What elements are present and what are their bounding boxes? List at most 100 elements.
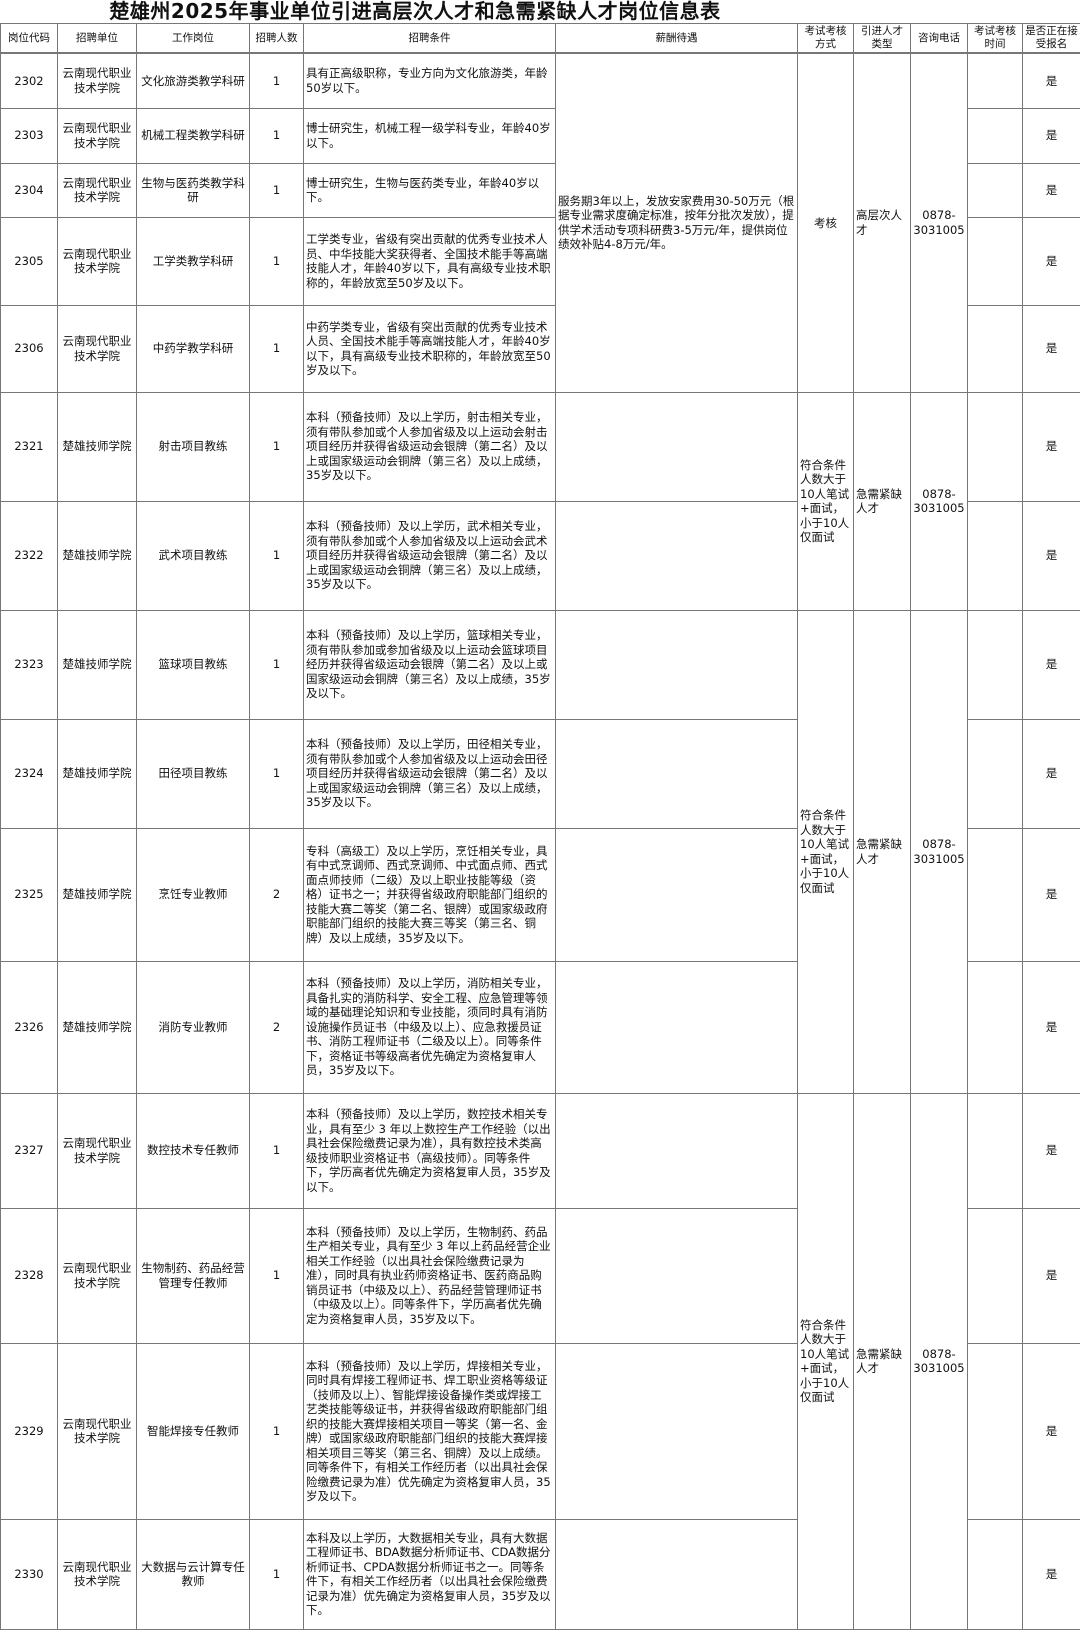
job-post: 中药学教学科研 [137, 305, 250, 392]
exam-method: 符合条件人数大于10人笔试+面试，小于10人仅面试 [798, 392, 854, 610]
salary-benefits [556, 1343, 798, 1519]
position-code: 2303 [1, 108, 58, 163]
requirements: 本科（预备技师）及以上学历，生物制药、药品生产相关专业，具有至少 3 年以上药品… [304, 1208, 556, 1343]
requirements: 专科（高级工）及以上学历，烹饪相关专业，具有中式烹调师、西式烹调师、中式面点师、… [304, 828, 556, 961]
header-talent-type: 引进人才类型 [854, 24, 911, 54]
exam-time [968, 305, 1023, 392]
position-code: 2324 [1, 719, 58, 828]
accepting-status: 是 [1023, 305, 1080, 392]
header-unit: 招聘单位 [58, 24, 137, 54]
recruit-count: 1 [250, 719, 304, 828]
salary-benefits [556, 1093, 798, 1208]
position-code: 2329 [1, 1343, 58, 1519]
exam-time [968, 1208, 1023, 1343]
positions-table: 岗位代码招聘单位工作岗位招聘人数招聘条件薪酬待遇考试考核方式引进人才类型咨询电话… [0, 23, 1080, 1630]
position-code: 2322 [1, 501, 58, 610]
recruiting-unit: 楚雄技师学院 [58, 501, 137, 610]
recruit-count: 1 [250, 1519, 304, 1629]
accepting-status: 是 [1023, 719, 1080, 828]
job-post: 数控技术专任教师 [137, 1093, 250, 1208]
job-post: 射击项目教练 [137, 392, 250, 501]
position-code: 2328 [1, 1208, 58, 1343]
job-post: 消防专业教师 [137, 961, 250, 1093]
salary-benefits [556, 828, 798, 961]
consult-phone: 0878-3031005 [911, 1093, 968, 1629]
recruit-count: 1 [250, 217, 304, 305]
exam-time [968, 610, 1023, 719]
exam-time [968, 501, 1023, 610]
exam-time [968, 828, 1023, 961]
recruit-count: 2 [250, 961, 304, 1093]
requirements: 本科（预备技师）及以上学历，田径相关专业，须有带队参加或个人参加省级及以上运动会… [304, 719, 556, 828]
accepting-status: 是 [1023, 53, 1080, 108]
position-code: 2330 [1, 1519, 58, 1629]
recruiting-unit: 云南现代职业技术学院 [58, 1343, 137, 1519]
requirements: 本科及以上学历，大数据相关专业，具有大数据工程师证书、BDA数据分析师证书、CD… [304, 1519, 556, 1629]
accepting-status: 是 [1023, 1519, 1080, 1629]
position-code: 2305 [1, 217, 58, 305]
salary-benefits [556, 392, 798, 501]
job-post: 烹饪专业教师 [137, 828, 250, 961]
recruiting-unit: 云南现代职业技术学院 [58, 305, 137, 392]
salary-benefits [556, 610, 798, 719]
salary-benefits [556, 719, 798, 828]
recruit-count: 2 [250, 828, 304, 961]
exam-time [968, 1093, 1023, 1208]
requirements: 具有正高级职称，专业方向为文化旅游类，年龄50岁以下。 [304, 53, 556, 108]
recruiting-unit: 楚雄技师学院 [58, 961, 137, 1093]
requirements: 中药学类专业，省级有突出贡献的优秀专业技术人员、全国技术能手等高端技能人才，年龄… [304, 305, 556, 392]
header-exam-time: 考试考核时间 [968, 24, 1023, 54]
talent-type: 高层次人才 [854, 53, 911, 392]
job-post: 机械工程类教学科研 [137, 108, 250, 163]
position-code: 2327 [1, 1093, 58, 1208]
accepting-status: 是 [1023, 163, 1080, 217]
requirements: 本科（预备技师）及以上学历，消防相关专业，具备扎实的消防科学、安全工程、应急管理… [304, 961, 556, 1093]
salary-benefits: 服务期3年以上，发放安家费用30-50万元（根据专业需求度确定标准，按年分批次发… [556, 53, 798, 392]
requirements: 本科（预备技师）及以上学历，射击相关专业，须有带队参加或个人参加省级及以上运动会… [304, 392, 556, 501]
accepting-status: 是 [1023, 108, 1080, 163]
recruiting-unit: 楚雄技师学院 [58, 719, 137, 828]
header-exam-method: 考试考核方式 [798, 24, 854, 54]
consult-phone: 0878-3031005 [911, 53, 968, 392]
job-post: 工学类教学科研 [137, 217, 250, 305]
recruit-count: 1 [250, 392, 304, 501]
salary-benefits [556, 501, 798, 610]
exam-time [968, 217, 1023, 305]
header-post: 工作岗位 [137, 24, 250, 54]
consult-phone: 0878-3031005 [911, 392, 968, 610]
position-code: 2325 [1, 828, 58, 961]
recruit-count: 1 [250, 1343, 304, 1519]
accepting-status: 是 [1023, 217, 1080, 305]
accepting-status: 是 [1023, 828, 1080, 961]
job-post: 生物制药、药品经营管理专任教师 [137, 1208, 250, 1343]
exam-time [968, 1519, 1023, 1629]
recruit-count: 1 [250, 53, 304, 108]
job-post: 篮球项目教练 [137, 610, 250, 719]
exam-time [968, 961, 1023, 1093]
recruiting-unit: 云南现代职业技术学院 [58, 163, 137, 217]
header-conditions: 招聘条件 [304, 24, 556, 54]
exam-method: 符合条件人数大于10人笔试+面试，小于10人仅面试 [798, 1093, 854, 1629]
salary-benefits [556, 1519, 798, 1629]
recruiting-unit: 楚雄技师学院 [58, 392, 137, 501]
recruit-count: 1 [250, 108, 304, 163]
header-accepting: 是否正在接受报名 [1023, 24, 1080, 54]
recruiting-unit: 楚雄技师学院 [58, 828, 137, 961]
accepting-status: 是 [1023, 392, 1080, 501]
job-post: 文化旅游类教学科研 [137, 53, 250, 108]
accepting-status: 是 [1023, 610, 1080, 719]
job-post: 生物与医药类教学科研 [137, 163, 250, 217]
recruiting-unit: 云南现代职业技术学院 [58, 1208, 137, 1343]
header-code: 岗位代码 [1, 24, 58, 54]
header-count: 招聘人数 [250, 24, 304, 54]
recruiting-unit: 楚雄技师学院 [58, 610, 137, 719]
job-post: 智能焊接专任教师 [137, 1343, 250, 1519]
job-post: 田径项目教练 [137, 719, 250, 828]
exam-time [968, 163, 1023, 217]
talent-type: 急需紧缺人才 [854, 1093, 911, 1629]
salary-benefits [556, 961, 798, 1093]
